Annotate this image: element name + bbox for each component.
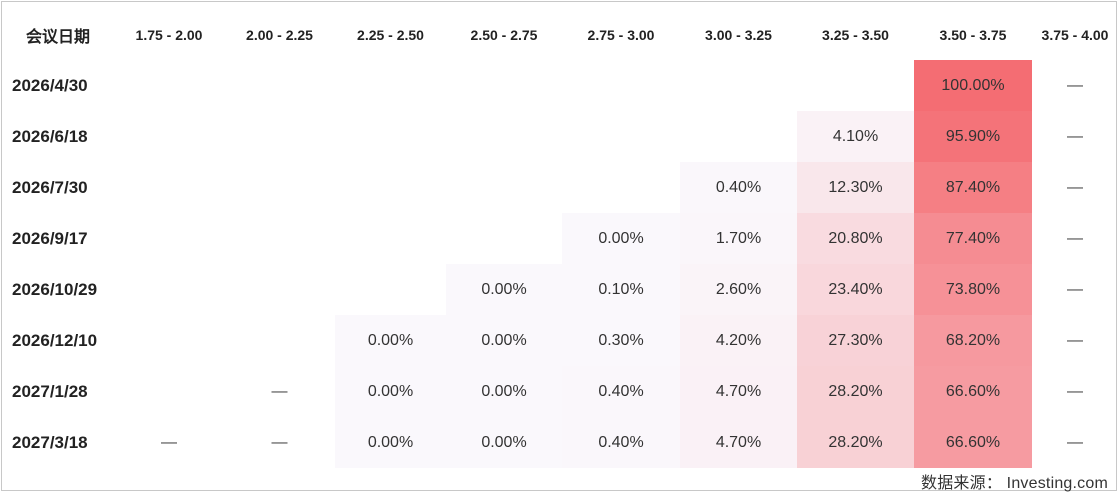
- empty-cell: [335, 264, 446, 315]
- row-date: 2027/1/28: [12, 381, 88, 401]
- empty-cell: [114, 111, 224, 162]
- column-header-range: 1.75 - 2.00: [135, 27, 203, 43]
- dash-cell: —: [1067, 382, 1083, 400]
- row-date: 2026/12/10: [12, 330, 98, 350]
- probability-cell: 4.10%: [797, 111, 914, 162]
- column-header-range: 3.75 - 4.00: [1041, 27, 1109, 43]
- row-date: 2027/3/18: [12, 432, 88, 452]
- empty-cell: [446, 162, 562, 213]
- probability-cell: 4.70%: [680, 417, 797, 468]
- source-note: 数据来源： Investing.com: [921, 475, 1108, 492]
- empty-cell: [562, 162, 680, 213]
- empty-cell: [680, 60, 797, 111]
- dash-cell: —: [271, 382, 288, 400]
- dash-cell: —: [271, 433, 288, 451]
- probability-cell: 4.20%: [680, 315, 797, 366]
- row-date: 2026/6/18: [12, 126, 88, 146]
- dash-cell: —: [1067, 331, 1083, 349]
- empty-cell: [114, 264, 224, 315]
- probability-cell: 12.30%: [797, 162, 914, 213]
- probability-cell: 0.00%: [446, 264, 562, 315]
- dash-cell: —: [1067, 280, 1083, 298]
- empty-cell: [680, 111, 797, 162]
- dash-cell: —: [1067, 127, 1083, 145]
- empty-cell: [114, 315, 224, 366]
- column-header-range: 2.00 - 2.25: [246, 27, 313, 43]
- empty-cell: [114, 213, 224, 264]
- empty-cell: [797, 60, 914, 111]
- probability-cell: 23.40%: [797, 264, 914, 315]
- probability-cell: 0.30%: [562, 315, 680, 366]
- column-header-range: 3.25 - 3.50: [822, 27, 889, 43]
- probability-cell: 0.00%: [335, 366, 446, 417]
- dash-cell: —: [161, 433, 177, 451]
- probability-cell: 0.00%: [446, 315, 562, 366]
- empty-cell: [114, 162, 224, 213]
- probability-cell: 4.70%: [680, 366, 797, 417]
- probability-cell: 27.30%: [797, 315, 914, 366]
- empty-cell: [335, 213, 446, 264]
- probability-cell: 66.60%: [914, 417, 1032, 468]
- empty-cell: [114, 366, 224, 417]
- empty-cell: [335, 162, 446, 213]
- empty-cell: [114, 60, 224, 111]
- empty-cell: [224, 213, 335, 264]
- empty-cell: [224, 111, 335, 162]
- probability-cell: 100.00%: [914, 60, 1032, 111]
- probability-cell: 0.00%: [335, 417, 446, 468]
- empty-cell: [562, 111, 680, 162]
- probability-cell: 0.00%: [335, 315, 446, 366]
- empty-cell: [446, 213, 562, 264]
- column-header-range: 3.50 - 3.75: [939, 27, 1007, 43]
- empty-cell: [224, 162, 335, 213]
- row-date: 2026/9/17: [12, 228, 88, 248]
- probability-cell: 0.00%: [446, 417, 562, 468]
- probability-cell: 73.80%: [914, 264, 1032, 315]
- empty-cell: [224, 315, 335, 366]
- column-header-range: 2.25 - 2.50: [357, 27, 424, 43]
- probability-cell: 87.40%: [914, 162, 1032, 213]
- column-header-date: 会议日期: [25, 29, 90, 46]
- probability-cell: 0.10%: [562, 264, 680, 315]
- probability-cell: 2.60%: [680, 264, 797, 315]
- column-header-range: 2.75 - 3.00: [587, 27, 655, 43]
- probability-cell: 28.20%: [797, 366, 914, 417]
- probability-cell: 77.40%: [914, 213, 1032, 264]
- probability-cell: 0.00%: [446, 366, 562, 417]
- probability-cell: 66.60%: [914, 366, 1032, 417]
- dash-cell: —: [1067, 229, 1083, 247]
- row-date: 2026/4/30: [12, 75, 88, 95]
- probability-cell: 0.40%: [562, 366, 680, 417]
- probability-cell: 68.20%: [914, 315, 1032, 366]
- column-header-range: 2.50 - 2.75: [470, 27, 538, 43]
- probability-cell: 0.40%: [562, 417, 680, 468]
- probability-cell: 20.80%: [797, 213, 914, 264]
- probability-cell: 0.00%: [562, 213, 680, 264]
- empty-cell: [224, 60, 335, 111]
- row-date: 2026/10/29: [12, 279, 98, 299]
- probability-cell: 95.90%: [914, 111, 1032, 162]
- column-header-range: 3.00 - 3.25: [705, 27, 772, 43]
- dash-cell: —: [1067, 433, 1083, 451]
- empty-cell: [335, 60, 446, 111]
- dash-cell: —: [1067, 76, 1083, 94]
- row-date: 2026/7/30: [12, 177, 88, 197]
- probability-cell: 28.20%: [797, 417, 914, 468]
- dash-cell: —: [1067, 178, 1083, 196]
- probability-cell: 0.40%: [680, 162, 797, 213]
- empty-cell: [446, 60, 562, 111]
- empty-cell: [335, 111, 446, 162]
- empty-cell: [446, 111, 562, 162]
- empty-cell: [562, 60, 680, 111]
- empty-cell: [224, 264, 335, 315]
- probability-cell: 1.70%: [680, 213, 797, 264]
